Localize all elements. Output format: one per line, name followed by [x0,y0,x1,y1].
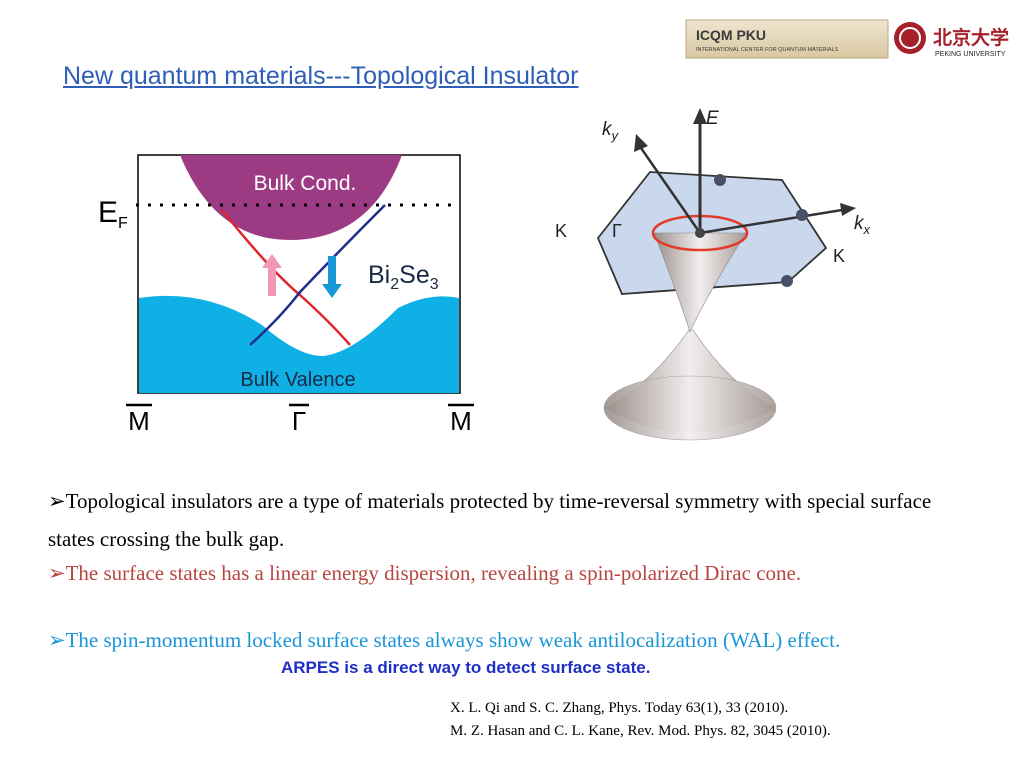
university-en: PEKING UNIVERSITY [935,51,1006,58]
pku-seal-ring [899,27,921,49]
valence-band [139,295,459,393]
energy-label: E [706,108,719,129]
bullet-marker: ➢ [48,489,66,513]
kx-sub: x [863,222,871,237]
valence-label: Bulk Valence [240,369,355,391]
surface-state-red [221,209,351,346]
bullet: ➢The surface states has a linear energy … [48,557,968,590]
ky-main: k [602,119,613,140]
k-right-label: K [833,246,845,266]
ky-label: ky [602,119,620,143]
kx-main: k [854,213,865,234]
reference: X. L. Qi and S. C. Zhang, Phys. Today 63… [450,700,789,716]
logo-subtitle: INTERNATIONAL CENTER FOR QUANTUM MATERIA… [696,47,839,53]
arrowhead [693,108,707,124]
arrowhead [634,134,648,152]
logo-name: ICQM PKU [696,27,766,43]
zone-point [796,209,808,221]
gamma-point [695,228,705,238]
bullet-marker: ➢ [48,561,66,585]
k-point: M [450,406,472,436]
arrowhead [840,203,856,216]
surface-state-blue [249,204,386,346]
fermi-sub: F [118,215,128,232]
upper-cone [653,232,747,333]
fermi-main: E [98,196,118,229]
logo-box [685,19,889,59]
kx-axis [699,208,843,235]
zone-point [781,275,793,287]
reference: M. Z. Hasan and C. L. Kane, Rev. Mod. Ph… [450,723,831,739]
spin-down-arrow [322,256,342,298]
conduction-band [180,155,402,240]
bullet: ➢The spin-momentum locked surface states… [48,624,968,657]
lower-cone-base [603,375,777,441]
material-part: 2 [390,276,399,293]
material-part: 3 [430,276,439,293]
ky-axis [639,147,702,234]
university-cn: 北京大学 [933,26,1009,49]
material-label: Bi2Se3 [368,261,439,293]
figures: ICQM PKU INTERNATIONAL CENTER FOR QUANTU… [98,19,1009,441]
ky-sub: y [611,128,620,143]
k-left-label: K [555,221,567,241]
pku-seal [894,22,926,54]
fermi-label: EF [98,196,128,232]
k-point: Γ [292,406,306,436]
bullet-marker: ➢ [48,628,66,652]
k-point: M [128,406,150,436]
conduction-label: Bulk Cond. [254,172,357,195]
bullet: ➢Topological insulators are a type of ma… [48,482,968,558]
bullet-text: The spin-momentum locked surface states … [65,628,841,652]
gamma-label: Γ [612,221,622,241]
bullet-text: The surface states has a linear energy d… [65,561,802,585]
material-part: Se [399,261,430,289]
zone-point [714,174,726,186]
kx-label: kx [854,213,871,237]
highlight: ARPES is a direct way to detect surface … [281,658,651,677]
material-part: Bi [368,261,390,289]
bullet-text: Topological insulators are a type of mat… [48,489,932,551]
slide-title: New quantum materials---Topological Insu… [63,62,579,90]
spin-up-arrow [262,254,282,296]
